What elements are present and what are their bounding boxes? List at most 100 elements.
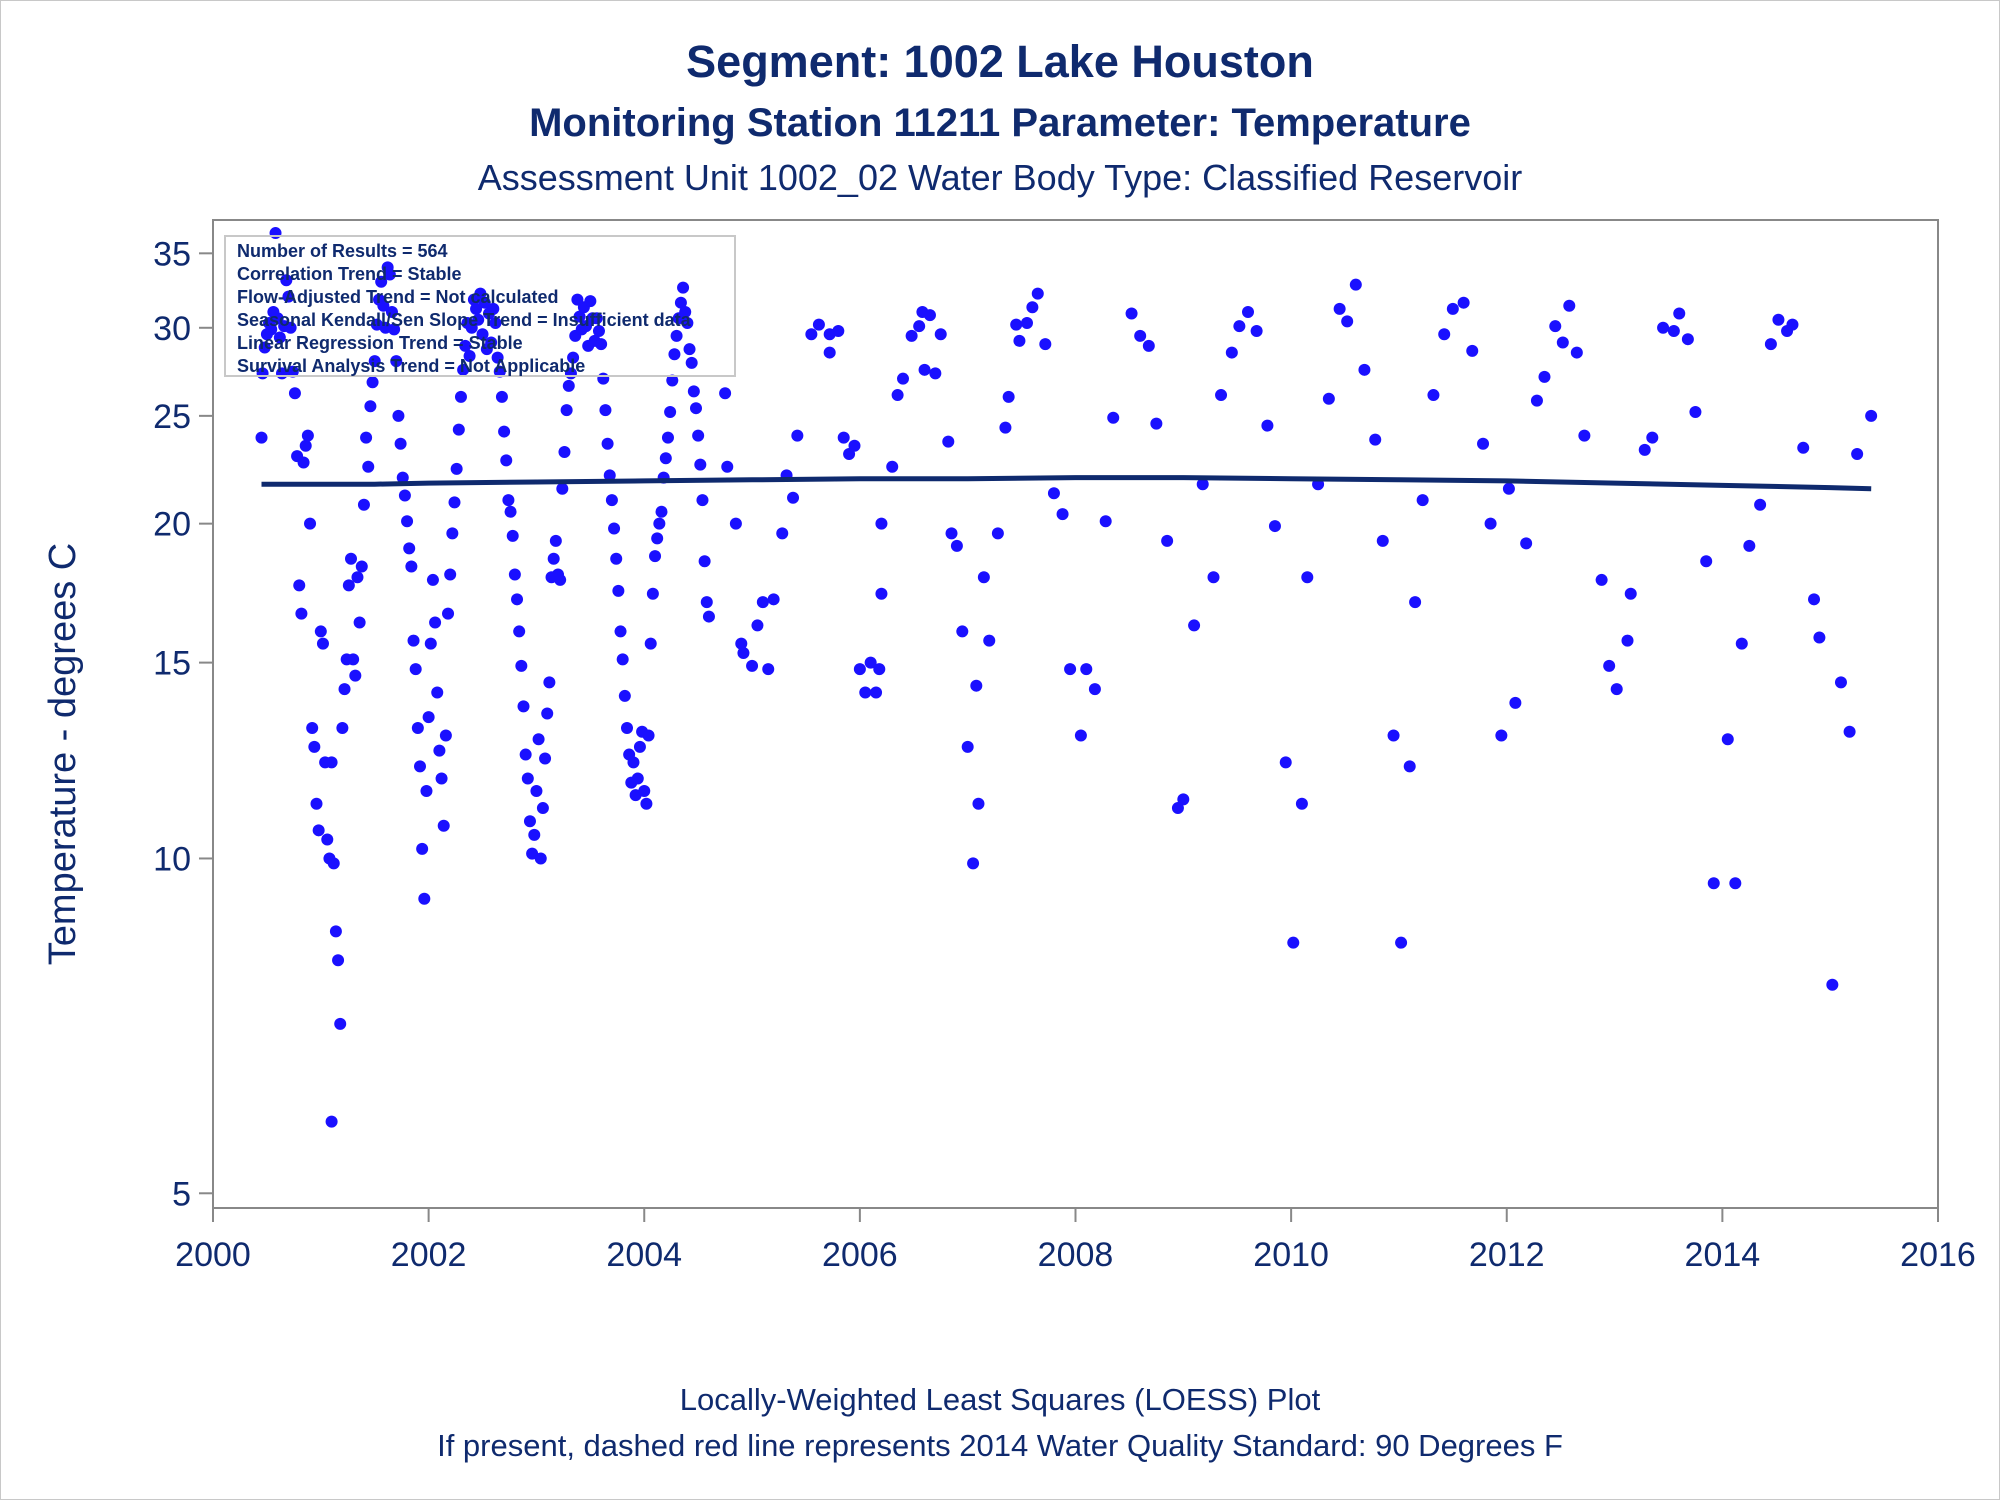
data-point — [791, 429, 804, 442]
data-point — [612, 584, 625, 597]
data-point — [683, 343, 696, 356]
data-point — [1495, 729, 1508, 742]
data-point — [377, 299, 390, 312]
data-point — [1700, 555, 1713, 568]
data-point — [1530, 394, 1543, 407]
data-point — [1786, 318, 1799, 331]
data-point — [592, 325, 605, 338]
data-point — [280, 274, 293, 287]
data-point — [776, 527, 789, 540]
data-point — [1295, 797, 1308, 810]
data-point — [1603, 659, 1616, 672]
data-point — [355, 560, 368, 573]
data-point — [513, 625, 526, 638]
data-point — [1031, 287, 1044, 300]
data-point — [1621, 634, 1634, 647]
data-point — [1438, 328, 1451, 341]
data-point — [448, 496, 461, 509]
data-point — [1797, 441, 1810, 454]
data-point — [364, 400, 377, 413]
data-point — [474, 287, 487, 300]
data-point — [549, 534, 562, 547]
data-point — [942, 435, 955, 448]
data-point — [299, 439, 312, 452]
footnote-standard: If present, dashed red line represents 2… — [437, 1428, 1563, 1463]
data-point — [517, 700, 530, 713]
data-point — [1743, 539, 1756, 552]
data-point — [1268, 520, 1281, 533]
data-point — [687, 385, 700, 398]
data-point — [945, 527, 958, 540]
data-point — [1735, 637, 1748, 650]
data-point — [1341, 315, 1354, 328]
data-point — [1196, 478, 1209, 491]
stats-line: Correlation Trend = Stable — [237, 264, 462, 284]
data-point — [1673, 307, 1686, 320]
data-point — [536, 802, 549, 815]
data-point — [640, 797, 653, 810]
data-point — [491, 351, 504, 364]
data-point — [970, 679, 983, 692]
data-point — [661, 431, 674, 444]
chart-subtitle-station: Monitoring Station 11211 Parameter: Temp… — [529, 101, 1471, 145]
data-point — [762, 663, 775, 676]
data-point — [1107, 411, 1120, 424]
data-point — [452, 423, 465, 436]
data-point — [1549, 320, 1562, 333]
data-point — [891, 389, 904, 402]
stats-line: Seasonal Kendall/Sen Slope Trend = Insuf… — [237, 310, 692, 330]
y-tick-label: 5 — [172, 1175, 191, 1213]
data-point — [508, 568, 521, 581]
data-point — [1409, 596, 1422, 609]
data-point — [605, 494, 618, 507]
data-point — [301, 429, 314, 442]
data-point — [859, 686, 872, 699]
data-point — [511, 593, 524, 606]
data-point — [498, 425, 511, 438]
data-point — [332, 954, 345, 967]
data-point — [450, 462, 463, 475]
data-point — [1047, 487, 1060, 500]
loess-line — [261, 475, 1872, 492]
data-point — [349, 669, 362, 682]
data-point — [325, 1115, 338, 1128]
data-point — [1578, 429, 1591, 442]
data-point — [870, 686, 883, 699]
y-tick-label: 30 — [153, 310, 191, 348]
data-point — [1287, 936, 1300, 949]
data-point — [485, 336, 498, 349]
data-point — [670, 329, 683, 342]
data-point — [1416, 494, 1429, 507]
data-point — [258, 341, 271, 354]
data-point — [543, 676, 556, 689]
data-point — [618, 689, 631, 702]
data-point — [1125, 307, 1138, 320]
data-point — [674, 296, 687, 309]
data-point — [316, 637, 329, 650]
data-point — [396, 471, 409, 484]
data-point — [416, 842, 429, 855]
data-point — [886, 460, 899, 473]
data-point — [532, 733, 545, 746]
data-point — [439, 729, 452, 742]
data-point — [653, 517, 666, 530]
data-point — [446, 527, 459, 540]
data-point — [1301, 571, 1314, 584]
data-point — [642, 729, 655, 742]
data-point — [306, 722, 319, 735]
data-point — [422, 711, 435, 724]
data-point — [692, 429, 705, 442]
data-point — [923, 309, 936, 322]
data-point — [905, 329, 918, 342]
data-point — [601, 437, 614, 450]
data-point — [1088, 683, 1101, 696]
data-point — [426, 573, 439, 586]
data-point — [584, 295, 597, 308]
data-point — [972, 797, 985, 810]
data-point — [560, 404, 573, 417]
data-point — [476, 328, 489, 341]
data-point — [403, 542, 416, 555]
data-point — [1056, 508, 1069, 521]
data-point — [265, 323, 278, 336]
